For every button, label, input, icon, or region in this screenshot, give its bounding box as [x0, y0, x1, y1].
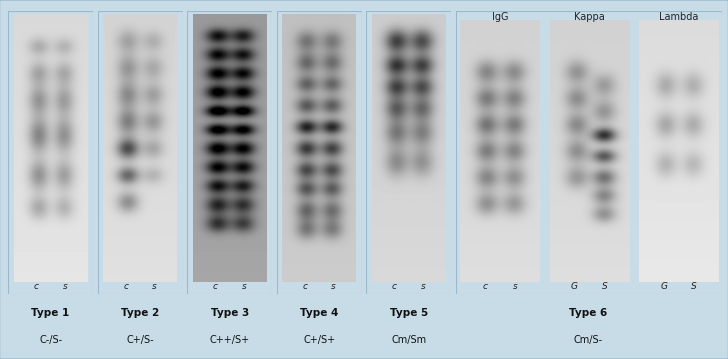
Text: s: s: [242, 282, 247, 292]
Text: C+/S-: C+/S-: [127, 335, 154, 345]
Text: Type 4: Type 4: [300, 308, 339, 318]
Text: Cm/S-: Cm/S-: [573, 335, 603, 345]
Text: G: G: [660, 282, 668, 292]
Text: S: S: [691, 282, 697, 292]
Text: s: s: [421, 282, 426, 292]
Text: s: s: [331, 282, 336, 292]
Text: C+/S+: C+/S+: [303, 335, 336, 345]
Text: c: c: [213, 282, 218, 292]
Text: Kappa: Kappa: [574, 12, 605, 22]
Text: Type 1: Type 1: [31, 308, 70, 318]
Text: Type 6: Type 6: [569, 308, 607, 318]
Text: c: c: [33, 282, 39, 292]
Text: IgG: IgG: [491, 12, 508, 22]
Text: c: c: [483, 282, 488, 292]
Text: S: S: [601, 282, 607, 292]
Text: Cm/Sm: Cm/Sm: [391, 335, 427, 345]
Text: Type 5: Type 5: [389, 308, 428, 318]
Text: Type 3: Type 3: [210, 308, 249, 318]
Text: Lambda: Lambda: [660, 12, 699, 22]
Text: c: c: [392, 282, 397, 292]
Text: c: c: [302, 282, 307, 292]
Text: C-/S-: C-/S-: [39, 335, 62, 345]
Text: s: s: [63, 282, 68, 292]
Text: s: s: [152, 282, 157, 292]
Text: Type 2: Type 2: [121, 308, 159, 318]
Text: s: s: [513, 282, 518, 292]
Text: c: c: [123, 282, 128, 292]
Text: C++/S+: C++/S+: [210, 335, 250, 345]
Text: G: G: [571, 282, 578, 292]
